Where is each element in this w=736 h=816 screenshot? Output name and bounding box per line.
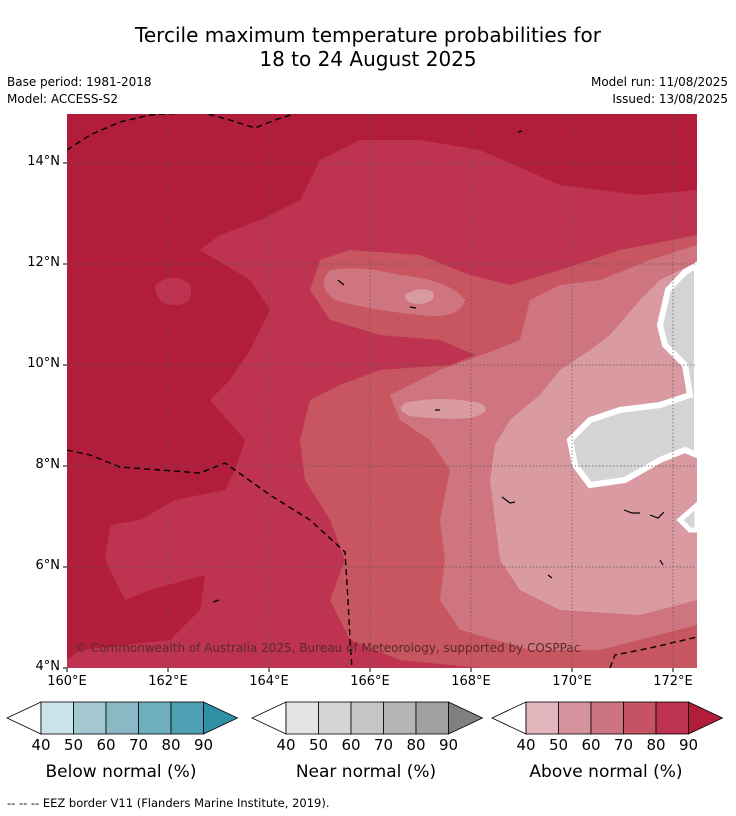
below-colorbar-tick-label: 40: [31, 736, 51, 754]
near-colorbar-low-arrow: [251, 701, 287, 735]
below-normal-label: Below normal (%): [45, 762, 197, 782]
above-colorbar-low-arrow: [491, 701, 527, 735]
region-above-50-spot: [405, 289, 434, 304]
near-colorbar-segment: [318, 701, 352, 735]
below-colorbar-tick-label: 70: [128, 736, 149, 754]
near-colorbar-tick-label: 50: [308, 736, 329, 754]
above-colorbar-segment: [623, 701, 657, 735]
near-normal-label: Near normal (%): [295, 762, 437, 782]
near-colorbar-segment: [415, 701, 449, 735]
lon-label-164e: 164°E: [249, 674, 289, 689]
islands: [212, 130, 665, 603]
below-colorbar-low-arrow: [6, 701, 42, 735]
near-colorbar-tick-label: 70: [373, 736, 394, 754]
region-near-normal: [566, 261, 697, 489]
below-colorbar-segment: [73, 701, 107, 735]
below-colorbar-segment: [105, 701, 139, 735]
lat-label-4n: 4°N: [35, 659, 61, 674]
above-colorbar-segment: [655, 701, 689, 735]
model-name: Model: ACCESS-S2: [7, 92, 119, 106]
above-colorbar-tick-label: 50: [548, 736, 569, 754]
issued-date: Issued: 13/08/2025: [612, 92, 728, 106]
near-colorbar-high-arrow: [448, 701, 484, 735]
lon-label-168e: 168°E: [451, 674, 491, 689]
title-line-1: Tercile maximum temperature probabilitie…: [135, 23, 601, 47]
above-colorbar-tick-label: 60: [581, 736, 601, 754]
near-colorbar-tick-label: 60: [341, 736, 361, 754]
lon-label-170e: 170°E: [552, 674, 592, 689]
above-colorbar-segment: [558, 701, 592, 735]
below-colorbar-segment: [40, 701, 74, 735]
above-colorbar-tick-label: 80: [646, 736, 666, 754]
colorbar-near: [251, 701, 484, 735]
above-colorbar-segment: [590, 701, 624, 735]
eez-borders: [67, 114, 697, 668]
below-colorbar-tick-label: 60: [96, 736, 116, 754]
base-period: Base period: 1981-2018: [7, 75, 152, 89]
below-colorbar-tick-label: 50: [63, 736, 84, 754]
lon-label-162e: 162°E: [148, 674, 188, 689]
model-run: Model run: 11/08/2025: [590, 75, 728, 89]
lat-label-10n: 10°N: [27, 356, 60, 371]
near-colorbar-segment: [285, 701, 319, 735]
ticks: [63, 162, 674, 672]
lon-label-166e: 166°E: [350, 674, 390, 689]
above-colorbar-segment: [525, 701, 559, 735]
colorbar-above: [491, 701, 724, 735]
eez-footnote: -- -- -- EEZ border V11 (Flanders Marine…: [7, 796, 330, 810]
map-fill: [67, 114, 697, 668]
below-colorbar-tick-label: 80: [161, 736, 181, 754]
lon-label-160e: 160°E: [47, 674, 87, 689]
above-colorbar-high-arrow: [688, 701, 724, 735]
above-colorbar-tick-label: 40: [516, 736, 536, 754]
lat-label-6n: 6°N: [35, 558, 61, 573]
near-colorbar-tick-label: 90: [438, 736, 459, 754]
above-colorbar-tick-label: 70: [613, 736, 634, 754]
below-colorbar-tick-label: 90: [193, 736, 214, 754]
near-colorbar-segment: [383, 701, 417, 735]
above-normal-label: Above normal (%): [529, 762, 683, 782]
region-above-60-island: [323, 268, 465, 316]
colorbar-below: [6, 701, 239, 735]
near-colorbar-segment: [350, 701, 384, 735]
lat-label-14n: 14°N: [27, 154, 60, 169]
lon-label-172e: 172°E: [653, 674, 693, 689]
region-above-50-island: [401, 399, 486, 419]
region-above-80-island: [155, 277, 191, 305]
above-colorbar-tick-label: 90: [678, 736, 699, 754]
lat-label-8n: 8°N: [35, 457, 61, 472]
near-colorbar-tick-label: 40: [276, 736, 296, 754]
below-colorbar-high-arrow: [203, 701, 239, 735]
below-colorbar-segment: [170, 701, 204, 735]
near-colorbar-tick-label: 80: [406, 736, 426, 754]
lat-label-12n: 12°N: [27, 255, 60, 270]
copyright-note: © Commonwealth of Australia 2025, Bureau…: [75, 641, 581, 655]
title-line-2: 18 to 24 August 2025: [259, 47, 477, 71]
below-colorbar-segment: [138, 701, 172, 735]
region-near-normal-small: [676, 501, 697, 533]
meta-right: Model run: 11/08/2025 Issued: 13/08/2025: [591, 74, 728, 108]
graticule: [67, 114, 697, 668]
meta-left: Base period: 1981-2018 Model: ACCESS-S2: [7, 74, 152, 108]
